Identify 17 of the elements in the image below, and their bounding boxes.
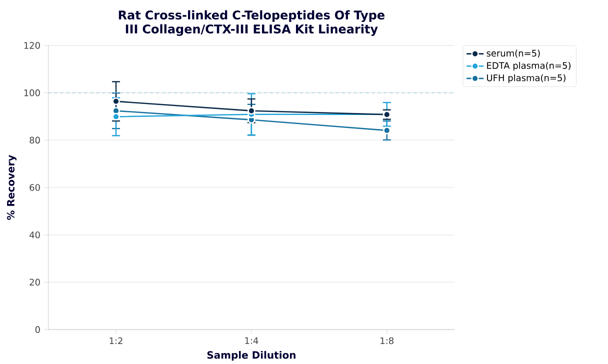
x-tick-label: 1:8 [380, 338, 394, 344]
chart-title: Rat Cross-linked C-Telopeptides Of Type III Collagen/CTX-III ELISA Kit Linearity [118, 10, 384, 36]
y-axis-title: % Recovery [6, 155, 17, 220]
y-tick-label: 120 [24, 42, 40, 50]
x-tick-label: 1:2 [110, 338, 122, 344]
x-axis-title: Sample Dilution [207, 351, 296, 361]
y-tick-label: 60 [30, 184, 40, 192]
point [248, 107, 256, 115]
y-tick-label: 40 [30, 232, 40, 238]
x-tick-label: 1:4 [245, 338, 258, 344]
legend-label: serum(n=5) [486, 50, 540, 58]
y-tick-label: 20 [30, 278, 40, 286]
legend-label: EDTA plasma(n=5) [487, 62, 570, 71]
legend-label: UFH plasma(n=5) [487, 74, 566, 84]
y-tick-label: 0 [35, 326, 40, 334]
y-tick-label: 100 [24, 90, 40, 96]
y-tick-label: 80 [30, 136, 40, 144]
